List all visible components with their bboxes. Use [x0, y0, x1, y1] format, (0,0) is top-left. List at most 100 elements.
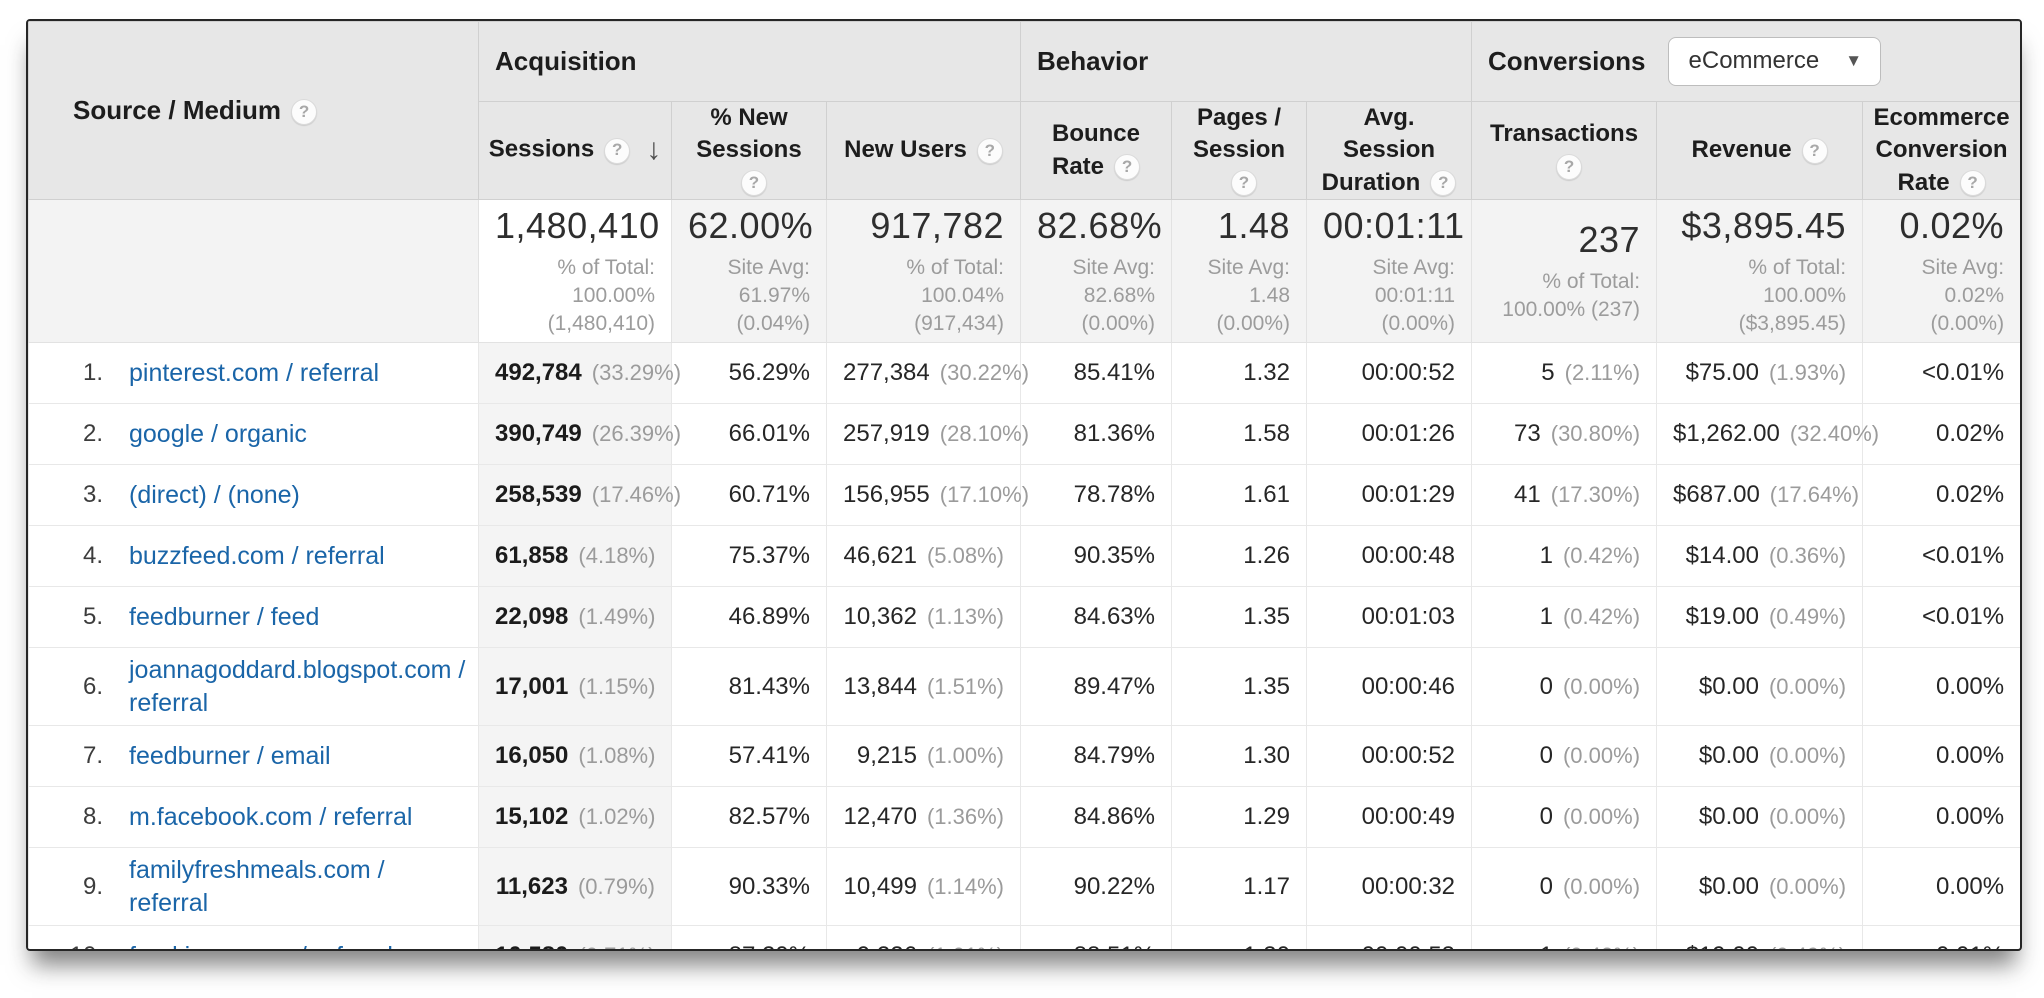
help-icon[interactable]: ?: [1231, 170, 1257, 197]
cell-ecommerce-conversion-rate: <0.01%: [1862, 342, 2020, 405]
source-medium-link[interactable]: feedburner / email: [129, 741, 331, 770]
cell-transactions: 1(0.42%): [1471, 925, 1658, 949]
source-medium-link[interactable]: joannagoddard.blogspot.com / referral: [129, 656, 466, 717]
cell-new-users: 12,470 (1.36%): [826, 786, 1021, 849]
cell-new-users: 9,226(1.01%): [826, 925, 1021, 949]
total-sessions: 1,480,410% of Total: 100.00% (1,480,410): [478, 199, 672, 344]
cell-bounce-rate: 81.36%: [1020, 403, 1172, 466]
selected-goal-set: eCommerce: [1688, 47, 1820, 74]
cell-avg-session-duration: 00:00:52: [1305, 725, 1473, 788]
help-icon[interactable]: ?: [741, 170, 767, 197]
source-medium-link[interactable]: pinterest.com / referral: [129, 358, 380, 387]
cell-pct-new-sessions: 81.43%: [671, 647, 827, 727]
cell-source-medium: 1. pinterest.com / referral: [28, 342, 479, 405]
column-header-bounce-rate[interactable]: Bounce Rate?: [1020, 100, 1172, 201]
table-row: 9. familyfreshmeals.com / referral 11,623(…: [28, 847, 2020, 927]
column-header-sessions[interactable]: Sessions? ↓: [478, 100, 672, 201]
column-header-pages-session[interactable]: Pages / Session?: [1171, 100, 1307, 201]
cell-transactions: 0 (0.00%): [1471, 647, 1658, 727]
cell-pages-session: 1.30: [1171, 925, 1307, 949]
group-header-row: Source / Medium? Acquisition Behavior Co…: [28, 21, 2020, 201]
source-medium-link[interactable]: frankie.com.au / referral: [129, 940, 393, 949]
cell-ecommerce-conversion-rate: 0.00%: [1862, 725, 2020, 788]
cell-bounce-rate: 89.47%: [1020, 647, 1172, 727]
sessions-label: Sessions: [488, 135, 595, 163]
cell-pct-new-sessions: 57.41%: [671, 725, 827, 788]
cell-pages-session: 1.26: [1171, 525, 1307, 588]
table-row: 4. buzzfeed.com / referral 61,858 (4.18%) 75…: [28, 525, 2020, 588]
column-header-transactions[interactable]: Transactions?: [1471, 100, 1658, 201]
cell-sessions: 17,001 (1.15%): [478, 647, 672, 727]
table-row: 8. m.facebook.com / referral 15,102 (1.02%)…: [28, 786, 2020, 849]
table-row: 1. pinterest.com / referral 492,784 (33.29%…: [28, 342, 2020, 405]
cell-new-users: 9,215 (1.00%): [826, 725, 1021, 788]
table-row: 10. frankie.com.au / referral 10,580(0.71%…: [28, 925, 2020, 949]
cell-avg-session-duration: 00:00:46: [1305, 647, 1473, 727]
revenue-label: Revenue: [1691, 136, 1792, 164]
cell-avg-session-duration: 00:00:53: [1305, 925, 1473, 949]
column-header-avg-session-duration[interactable]: Avg. Session Duration?: [1305, 100, 1473, 201]
help-icon[interactable]: ?: [1556, 154, 1583, 181]
column-header-revenue[interactable]: Revenue?: [1656, 100, 1864, 201]
cell-new-users: 46,621 (5.08%): [826, 525, 1021, 588]
row-index: 7.: [82, 742, 103, 770]
column-header-source-medium[interactable]: Source / Medium?: [28, 21, 479, 201]
cell-avg-session-duration: 00:00:49: [1305, 786, 1473, 849]
cell-pct-new-sessions: 90.33%: [671, 847, 827, 927]
cell-revenue: $0.00 (0.00%): [1656, 647, 1864, 727]
conversions-label: Conversions: [1488, 46, 1646, 76]
totals-dimension-cell: [28, 199, 479, 344]
cell-ecommerce-conversion-rate: 0.02%: [1862, 464, 2020, 527]
ecommerce-conversion-rate-label: Ecommerce Conversion Rate: [1873, 104, 2010, 196]
cell-source-medium: 10. frankie.com.au / referral: [28, 925, 479, 949]
help-icon[interactable]: ?: [291, 99, 318, 126]
cell-avg-session-duration: 00:01:26: [1305, 403, 1473, 466]
cell-pct-new-sessions: 56.29%: [671, 342, 827, 405]
row-index: 3.: [82, 481, 103, 509]
cell-revenue: $14.00 (0.36%): [1656, 525, 1864, 588]
cell-avg-session-duration: 00:00:32: [1305, 847, 1473, 927]
help-icon[interactable]: ?: [1959, 170, 1986, 197]
new-users-label: New Users: [844, 136, 967, 164]
dropdown-arrow-icon: ▼: [1845, 51, 1863, 70]
source-medium-link[interactable]: m.facebook.com / referral: [129, 802, 413, 831]
conversions-goal-selector[interactable]: eCommerce ▼: [1667, 37, 1882, 86]
cell-new-users: 156,955 (17.10%): [826, 464, 1029, 527]
cell-source-medium: 9. familyfreshmeals.com / referral: [28, 847, 479, 927]
row-index: 1.: [82, 359, 103, 387]
analytics-report-table: Source / Medium? Acquisition Behavior Co…: [26, 19, 2022, 951]
cell-revenue: $19.00(0.49%): [1656, 586, 1864, 649]
cell-bounce-rate: 90.22%: [1020, 847, 1172, 927]
cell-ecommerce-conversion-rate: <0.01%: [1862, 925, 2020, 949]
cell-sessions: 22,098 (1.49%): [478, 586, 672, 649]
cell-pages-session: 1.35: [1171, 586, 1307, 649]
column-header-new-users[interactable]: New Users?: [826, 100, 1021, 201]
cell-pct-new-sessions: 60.71%: [671, 464, 827, 527]
cell-revenue: $0.00 (0.00%): [1656, 847, 1864, 927]
source-medium-link[interactable]: google / organic: [129, 419, 307, 448]
cell-pct-new-sessions: 66.01%: [671, 403, 827, 466]
cell-bounce-rate: 84.86%: [1020, 786, 1172, 849]
column-header-pct-new-sessions[interactable]: % New Sessions?: [671, 100, 827, 201]
cell-bounce-rate: 84.63%: [1020, 586, 1172, 649]
column-header-ecommerce-conversion-rate[interactable]: Ecommerce Conversion Rate?: [1862, 100, 2020, 201]
cell-pages-session: 1.29: [1171, 786, 1307, 849]
totals-row: 1,480,410% of Total: 100.00% (1,480,410)…: [28, 199, 2020, 344]
cell-revenue: $1,262.00 (32.40%): [1656, 403, 1879, 466]
help-icon[interactable]: ?: [604, 137, 631, 164]
cell-new-users: 10,499 (1.14%): [826, 847, 1021, 927]
cell-sessions: 492,784 (33.29%): [478, 342, 681, 405]
cell-ecommerce-conversion-rate: <0.01%: [1862, 586, 2020, 649]
help-icon[interactable]: ?: [1114, 154, 1141, 181]
pct-new-sessions-label: % New Sessions: [696, 104, 802, 164]
row-index: 9.: [82, 872, 103, 900]
source-medium-link[interactable]: feedburner / feed: [129, 602, 320, 631]
source-medium-link[interactable]: familyfreshmeals.com / referral: [129, 856, 385, 917]
cell-sessions: 61,858 (4.18%): [478, 525, 672, 588]
total-ecommerce-conversion-rate: 0.02% Site Avg: 0.02% (0.00%): [1862, 199, 2020, 344]
help-icon[interactable]: ?: [1801, 138, 1828, 165]
source-medium-link[interactable]: buzzfeed.com / referral: [129, 541, 385, 570]
help-icon[interactable]: ?: [976, 138, 1003, 165]
help-icon[interactable]: ?: [1430, 170, 1457, 197]
source-medium-link[interactable]: (direct) / (none): [129, 480, 300, 509]
